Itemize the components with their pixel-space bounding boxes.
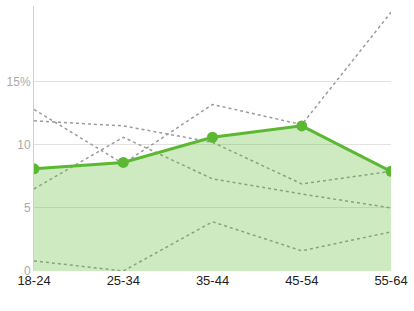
svg-text:55-64: 55-64 [374, 273, 407, 288]
svg-text:5: 5 [24, 201, 31, 215]
svg-text:45-54: 45-54 [285, 273, 318, 288]
svg-text:15%: 15% [7, 75, 31, 89]
svg-text:18-24: 18-24 [17, 273, 50, 288]
svg-text:0: 0 [24, 264, 31, 278]
svg-text:25-34: 25-34 [107, 273, 140, 288]
svg-text:35-44: 35-44 [196, 273, 229, 288]
svg-text:10: 10 [17, 138, 31, 152]
